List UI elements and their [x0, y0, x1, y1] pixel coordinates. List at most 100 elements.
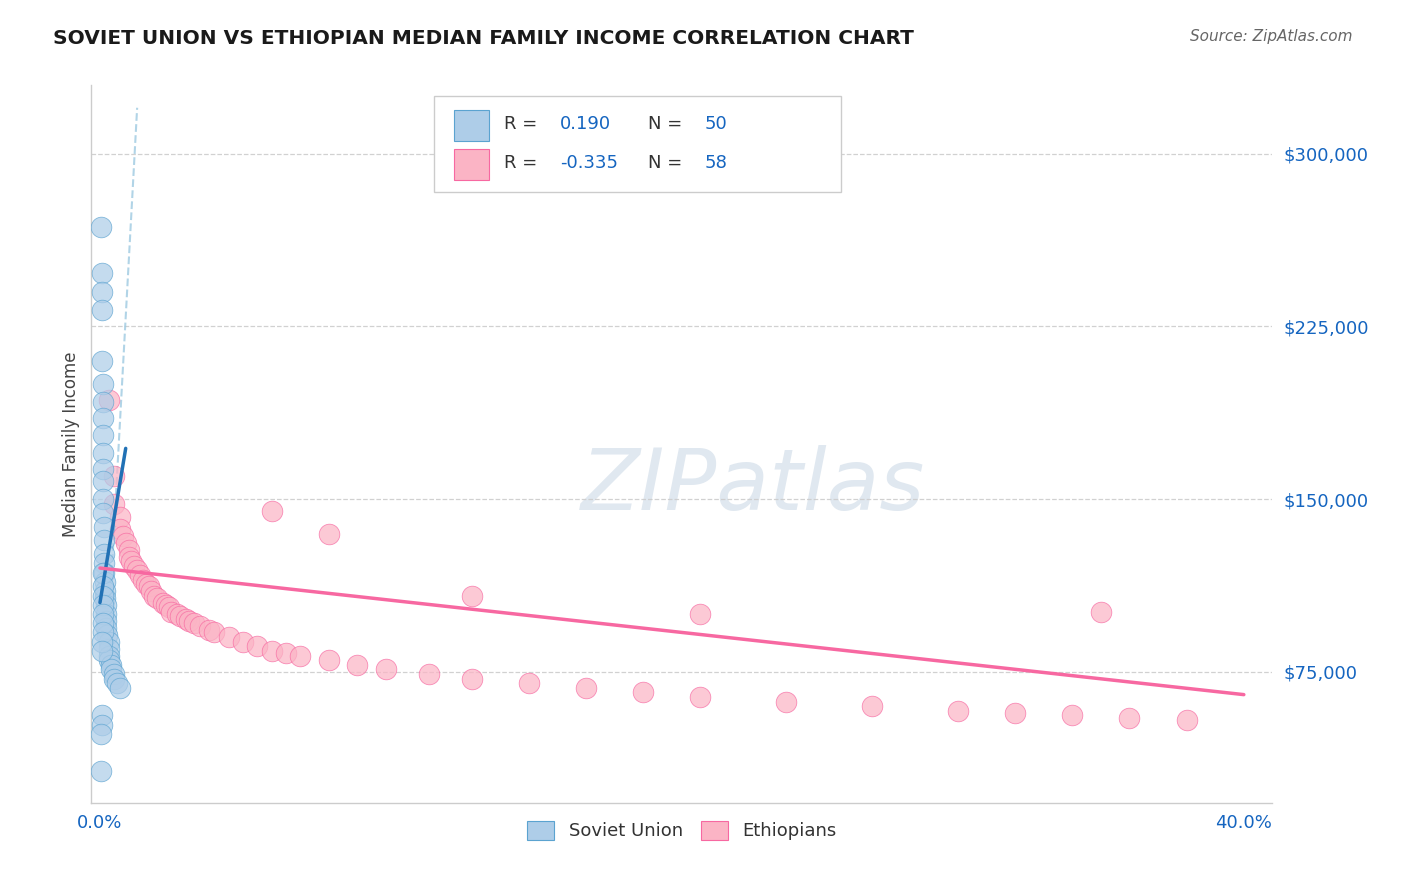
Point	[274, 646, 297, 660]
Point	[260, 503, 283, 517]
Point	[91, 354, 114, 368]
Point	[135, 577, 157, 591]
Point	[633, 685, 655, 699]
Point	[108, 522, 131, 536]
Point	[91, 708, 114, 723]
Point	[91, 579, 114, 593]
Point	[232, 634, 254, 648]
Point	[100, 662, 122, 676]
Point	[461, 589, 484, 603]
Point	[1175, 713, 1198, 727]
Point	[91, 427, 114, 442]
Point	[775, 694, 797, 708]
Point	[94, 614, 117, 628]
Point	[318, 526, 340, 541]
Point	[94, 621, 117, 635]
Point	[174, 612, 197, 626]
Point	[91, 598, 114, 612]
Point	[97, 648, 120, 663]
Point	[132, 573, 155, 587]
Point	[946, 704, 969, 718]
Text: Source: ZipAtlas.com: Source: ZipAtlas.com	[1189, 29, 1353, 44]
Point	[1004, 706, 1026, 720]
Point	[117, 549, 139, 564]
Text: 0.190: 0.190	[560, 115, 612, 133]
Point	[346, 657, 368, 672]
Point	[91, 644, 114, 658]
Point	[94, 607, 117, 621]
Text: ZIPatlas: ZIPatlas	[581, 445, 925, 528]
Point	[1118, 711, 1140, 725]
Text: N =: N =	[648, 154, 688, 172]
Point	[155, 598, 177, 612]
Point	[94, 584, 117, 599]
Point	[860, 699, 883, 714]
Point	[96, 628, 118, 642]
Point	[91, 625, 114, 640]
Legend: Soviet Union, Ethiopians: Soviet Union, Ethiopians	[520, 814, 844, 847]
Y-axis label: Median Family Income: Median Family Income	[62, 351, 80, 536]
Text: 50: 50	[704, 115, 727, 133]
Text: N =: N =	[648, 115, 688, 133]
Point	[91, 462, 114, 476]
Point	[93, 491, 115, 506]
Point	[91, 607, 114, 621]
Point	[166, 607, 188, 621]
Point	[91, 303, 114, 318]
Point	[124, 558, 146, 573]
Point	[97, 634, 120, 648]
Point	[93, 506, 115, 520]
Text: SOVIET UNION VS ETHIOPIAN MEDIAN FAMILY INCOME CORRELATION CHART: SOVIET UNION VS ETHIOPIAN MEDIAN FAMILY …	[53, 29, 914, 47]
Point	[127, 563, 149, 577]
Point	[91, 589, 114, 603]
Point	[93, 519, 115, 533]
Point	[90, 727, 112, 741]
Point	[93, 557, 115, 571]
Point	[108, 510, 131, 524]
Point	[103, 469, 125, 483]
Point	[246, 640, 269, 654]
Point	[517, 676, 540, 690]
FancyBboxPatch shape	[434, 95, 841, 193]
Point	[90, 220, 112, 235]
Point	[260, 644, 283, 658]
Point	[91, 395, 114, 409]
Point	[197, 623, 219, 637]
Point	[91, 376, 114, 391]
Point	[97, 641, 120, 656]
Point	[129, 568, 152, 582]
Text: -0.335: -0.335	[560, 154, 619, 172]
Point	[157, 600, 180, 615]
Point	[183, 616, 205, 631]
Point	[91, 474, 114, 488]
Point	[318, 653, 340, 667]
Point	[418, 667, 440, 681]
Point	[117, 542, 139, 557]
Point	[202, 625, 225, 640]
Point	[461, 672, 484, 686]
Point	[90, 717, 112, 731]
Point	[91, 411, 114, 425]
Text: R =: R =	[503, 154, 543, 172]
Point	[575, 681, 598, 695]
Point	[97, 392, 120, 407]
Point	[141, 584, 163, 599]
Point	[91, 634, 114, 648]
Point	[169, 609, 191, 624]
Point	[1090, 605, 1112, 619]
Point	[146, 591, 169, 605]
Point	[374, 662, 396, 676]
Point	[103, 667, 125, 681]
Point	[93, 566, 115, 580]
Point	[93, 533, 115, 548]
Point	[152, 596, 174, 610]
Point	[143, 589, 166, 603]
Point	[93, 547, 115, 561]
Point	[91, 446, 114, 460]
Point	[91, 616, 114, 631]
Point	[111, 529, 134, 543]
Point	[689, 607, 711, 621]
Point	[288, 648, 311, 663]
Point	[90, 267, 112, 281]
Text: 58: 58	[704, 154, 727, 172]
